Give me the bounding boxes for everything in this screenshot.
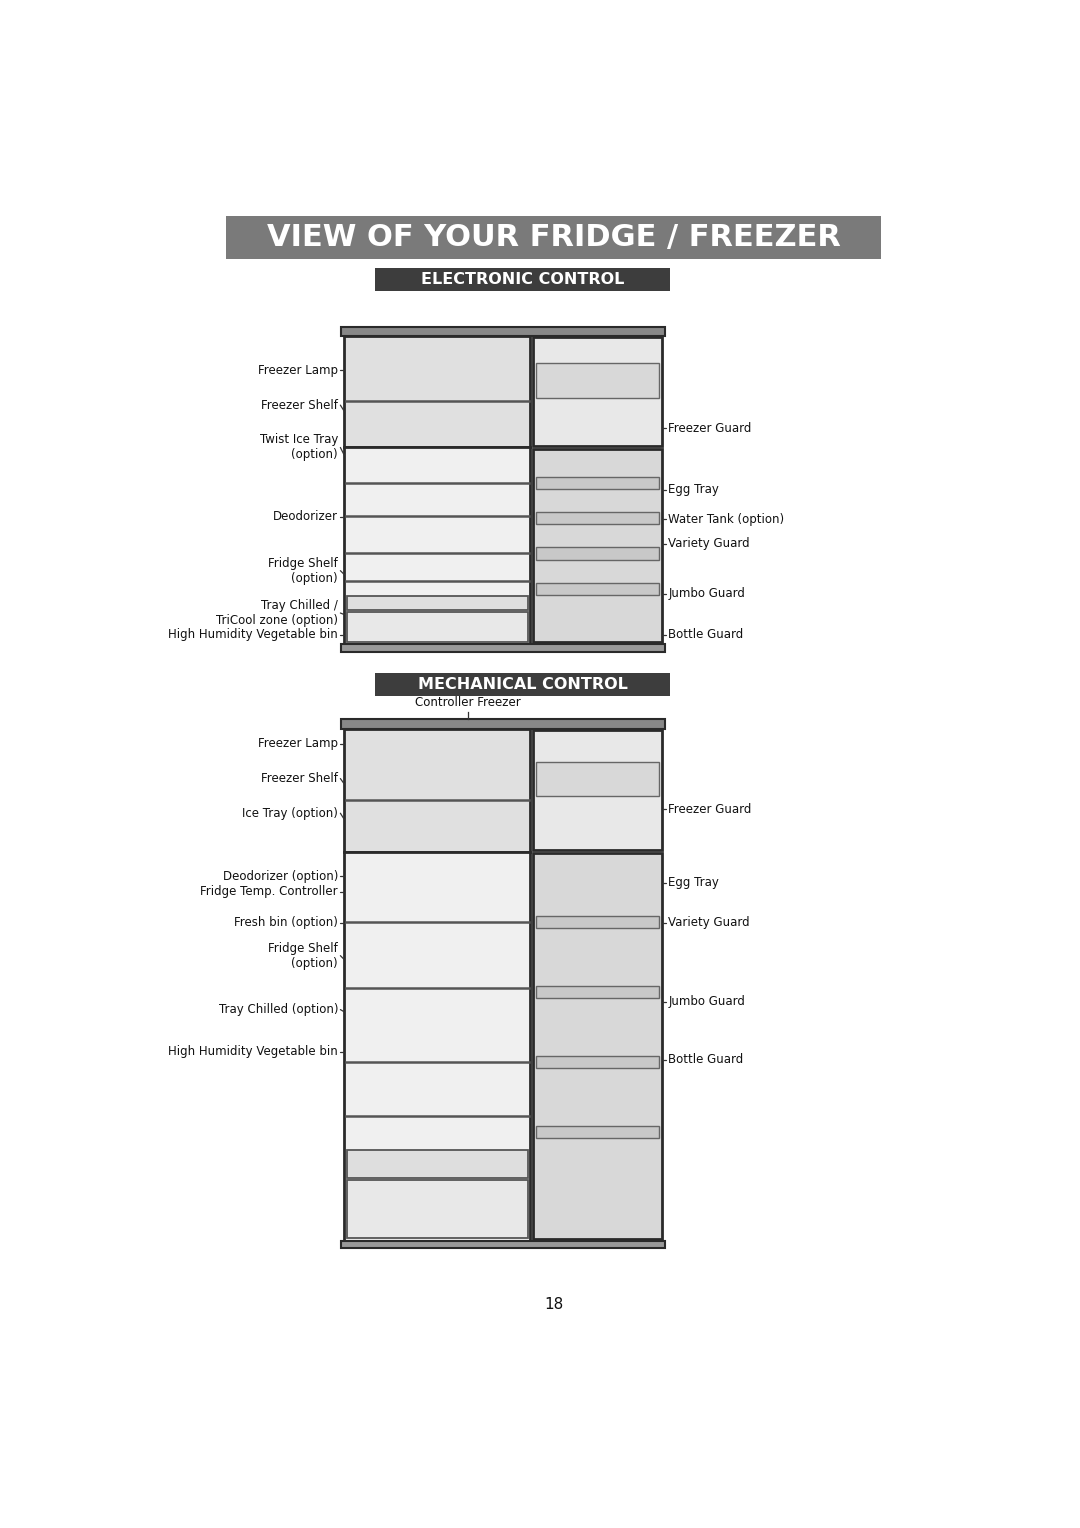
Bar [537, 1056, 659, 1068]
Text: Deodorizer (option): Deodorizer (option) [222, 869, 338, 883]
Text: Egg Tray: Egg Tray [669, 876, 719, 889]
Bar [537, 512, 659, 524]
Text: Deodorizer: Deodorizer [273, 510, 338, 523]
Text: Freezer Shelf: Freezer Shelf [261, 772, 338, 785]
Bar [537, 1126, 659, 1138]
Bar [537, 986, 659, 998]
Text: Fridge Temp. Controller: Fridge Temp. Controller [201, 885, 338, 898]
Text: 18: 18 [544, 1297, 563, 1313]
Text: Freezer Shelf: Freezer Shelf [261, 399, 338, 411]
Bar [534, 338, 662, 446]
Text: High Humidity Vegetable bin: High Humidity Vegetable bin [168, 628, 338, 642]
Bar [345, 851, 530, 1241]
Bar [345, 729, 530, 851]
Text: Ice Tray (option): Ice Tray (option) [242, 807, 338, 819]
Text: Controller Freezer: Controller Freezer [416, 697, 522, 709]
Text: Bottle Guard: Bottle Guard [669, 1053, 743, 1067]
Text: Tray Chilled /
TriCool zone (option): Tray Chilled / TriCool zone (option) [216, 599, 338, 626]
Bar [537, 477, 659, 489]
Text: Tray Chilled (option): Tray Chilled (option) [218, 1002, 338, 1016]
Text: Egg Tray: Egg Tray [669, 483, 719, 497]
FancyBboxPatch shape [375, 672, 670, 697]
Bar [347, 1151, 528, 1178]
Bar [537, 547, 659, 559]
FancyBboxPatch shape [375, 267, 670, 292]
Text: MECHANICAL CONTROL: MECHANICAL CONTROL [418, 677, 627, 692]
Bar [537, 364, 659, 397]
Text: High Humidity Vegetable bin: High Humidity Vegetable bin [168, 1045, 338, 1059]
Bar [537, 761, 659, 796]
Text: VIEW OF YOUR FRIDGE / FREEZER: VIEW OF YOUR FRIDGE / FREEZER [267, 223, 840, 252]
Bar [347, 613, 528, 642]
Bar [537, 915, 659, 927]
Text: ELECTRONIC CONTROL: ELECTRONIC CONTROL [421, 272, 624, 287]
Text: Water Tank (option): Water Tank (option) [669, 512, 784, 526]
Bar [341, 643, 665, 651]
Text: Bottle Guard: Bottle Guard [669, 628, 743, 642]
Text: Freezer Lamp: Freezer Lamp [258, 364, 338, 377]
Text: Twist Ice Tray
(option): Twist Ice Tray (option) [259, 434, 338, 461]
Bar [345, 448, 530, 643]
Text: Fresh bin (option): Fresh bin (option) [234, 917, 338, 929]
Text: Freezer Guard: Freezer Guard [669, 802, 752, 816]
Bar [534, 853, 662, 1239]
Bar [534, 449, 662, 642]
Bar [347, 1180, 528, 1238]
Bar [347, 596, 528, 610]
Bar [341, 327, 665, 336]
Text: Freezer Guard: Freezer Guard [669, 422, 752, 435]
Text: Freezer Lamp: Freezer Lamp [258, 738, 338, 750]
Text: Variety Guard: Variety Guard [669, 917, 750, 929]
Text: Fridge Shelf
(option): Fridge Shelf (option) [268, 556, 338, 585]
Bar [341, 720, 665, 729]
Bar [345, 336, 530, 448]
Bar [534, 730, 662, 850]
Bar [537, 582, 659, 594]
FancyBboxPatch shape [227, 215, 880, 258]
Text: Jumbo Guard: Jumbo Guard [669, 995, 745, 1008]
Text: Variety Guard: Variety Guard [669, 538, 750, 550]
Bar [341, 1241, 665, 1248]
Text: Fridge Shelf
(option): Fridge Shelf (option) [268, 941, 338, 970]
Text: Jumbo Guard: Jumbo Guard [669, 587, 745, 601]
